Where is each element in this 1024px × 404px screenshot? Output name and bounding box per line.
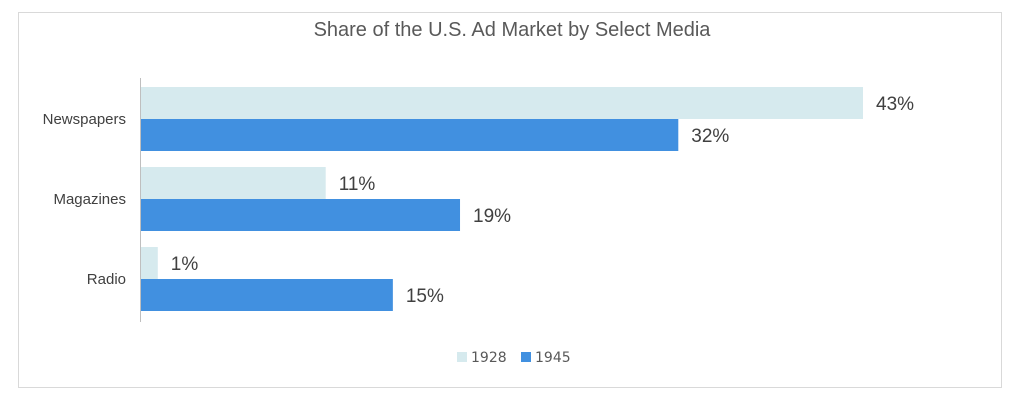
data-label-magazines-1928: 11% bbox=[339, 174, 376, 195]
bars-layer bbox=[141, 87, 863, 311]
chart-title: Share of the U.S. Ad Market by Select Me… bbox=[313, 19, 711, 41]
data-label-newspapers-1945: 32% bbox=[691, 126, 729, 147]
category-label-radio: Radio bbox=[87, 271, 126, 288]
bar-magazines-1945 bbox=[141, 199, 461, 231]
data-label-radio-1945: 15% bbox=[406, 286, 444, 307]
category-label-magazines: Magazines bbox=[53, 191, 126, 208]
legend-swatch-1945 bbox=[521, 352, 531, 362]
data-label-magazines-1945: 19% bbox=[473, 206, 511, 227]
category-label-newspapers: Newspapers bbox=[43, 111, 126, 128]
bar-newspapers-1945 bbox=[141, 119, 679, 151]
legend-label-1928: 1928 bbox=[471, 350, 507, 366]
bar-radio-1945 bbox=[141, 279, 393, 311]
bar-newspapers-1928 bbox=[141, 87, 863, 119]
data-label-newspapers-1928: 43% bbox=[876, 94, 914, 115]
bar-radio-1928 bbox=[141, 247, 158, 279]
legend-swatch-1928 bbox=[457, 352, 467, 362]
legend-label-1945: 1945 bbox=[535, 350, 571, 366]
bar-magazines-1928 bbox=[141, 167, 326, 199]
legend: 1928 1945 bbox=[457, 350, 571, 366]
labels-layer: Newspapers 43% 32% Magazines 11% 19% Radio 1% 15… bbox=[43, 94, 915, 307]
data-label-radio-1928: 1% bbox=[171, 254, 199, 275]
